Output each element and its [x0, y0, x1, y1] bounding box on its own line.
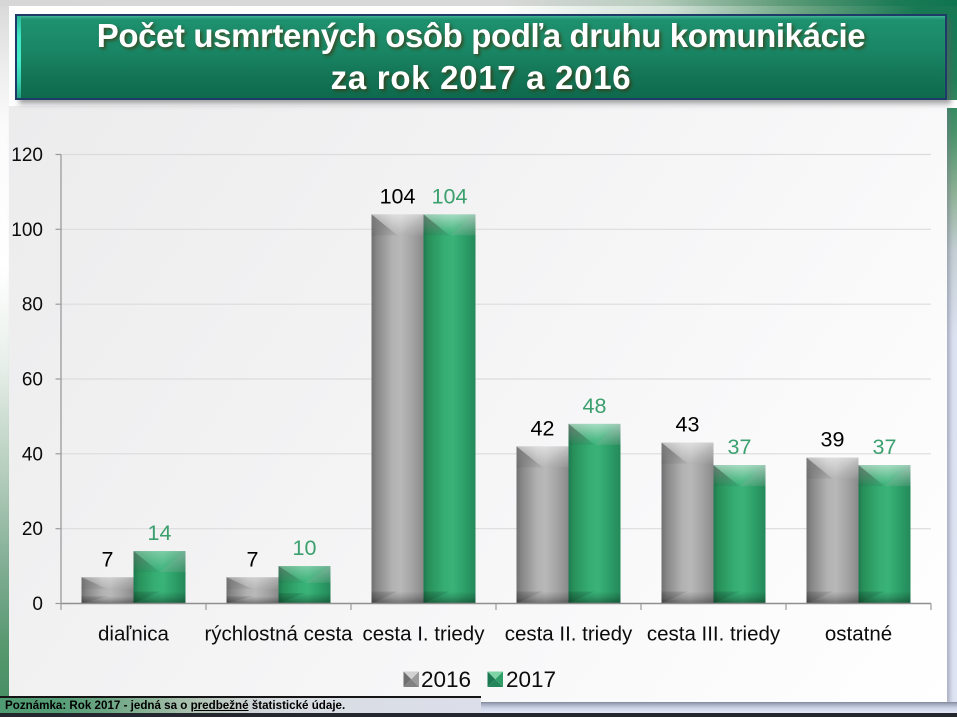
- svg-text:0: 0: [32, 594, 43, 615]
- svg-text:37: 37: [728, 435, 752, 459]
- svg-text:20: 20: [22, 519, 43, 540]
- svg-text:7: 7: [102, 547, 114, 571]
- svg-text:7: 7: [247, 547, 259, 571]
- svg-text:120: 120: [11, 145, 43, 166]
- svg-text:2017: 2017: [506, 667, 556, 692]
- svg-text:104: 104: [432, 184, 468, 208]
- svg-text:60: 60: [22, 370, 43, 391]
- svg-text:10: 10: [293, 536, 317, 560]
- svg-text:43: 43: [676, 413, 700, 437]
- svg-text:rýchlostná cesta: rýchlostná cesta: [204, 623, 353, 646]
- svg-text:2016: 2016: [421, 667, 471, 692]
- svg-text:ostatné: ostatné: [825, 623, 892, 646]
- svg-text:39: 39: [821, 428, 845, 452]
- svg-text:40: 40: [22, 444, 43, 465]
- svg-text:cesta III. triedy: cesta III. triedy: [647, 623, 781, 646]
- svg-text:42: 42: [531, 416, 555, 440]
- svg-text:14: 14: [148, 521, 172, 545]
- svg-text:cesta II. triedy: cesta II. triedy: [505, 623, 633, 646]
- svg-text:cesta I. triedy: cesta I. triedy: [363, 623, 486, 646]
- svg-text:48: 48: [583, 394, 607, 418]
- svg-text:diaľnica: diaľnica: [98, 623, 170, 646]
- svg-text:80: 80: [22, 295, 43, 316]
- svg-text:100: 100: [11, 220, 43, 241]
- svg-text:37: 37: [873, 435, 897, 459]
- svg-text:104: 104: [380, 184, 416, 208]
